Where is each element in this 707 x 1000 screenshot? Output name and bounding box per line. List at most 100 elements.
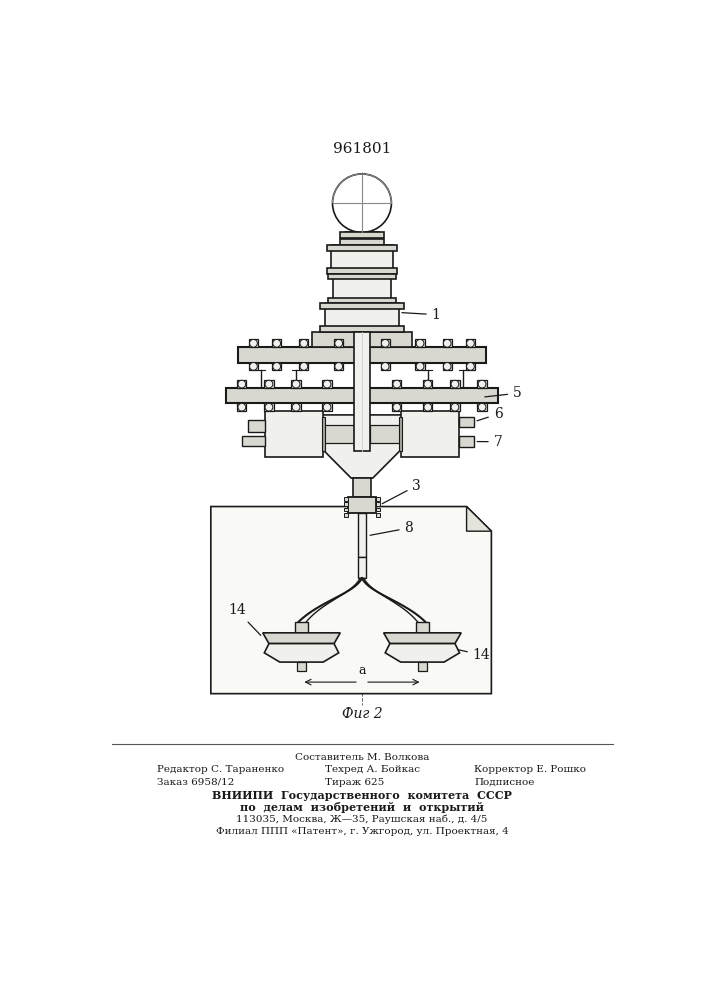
Text: Корректор Е. Рошко: Корректор Е. Рошко [474, 765, 586, 774]
Text: Техред А. Бойкас: Техред А. Бойкас [325, 765, 420, 774]
Circle shape [292, 380, 300, 388]
Bar [291, 403, 300, 411]
Circle shape [478, 403, 486, 411]
Polygon shape [211, 507, 491, 694]
Bar [380, 339, 390, 347]
Bar [248, 420, 265, 432]
Bar [392, 380, 402, 388]
Bar [358, 557, 366, 578]
Bar [443, 363, 452, 370]
Polygon shape [385, 644, 460, 662]
Bar [450, 403, 460, 411]
Bar [238, 347, 486, 363]
Bar [291, 380, 300, 388]
Bar [376, 513, 380, 517]
Bar [249, 339, 258, 347]
Bar [340, 232, 384, 238]
Circle shape [467, 339, 474, 347]
Circle shape [265, 403, 273, 411]
Text: 5: 5 [485, 386, 522, 400]
Bar [322, 403, 332, 411]
Bar [327, 245, 397, 251]
Circle shape [292, 403, 300, 411]
Bar [380, 363, 390, 370]
Circle shape [250, 363, 257, 370]
Bar [334, 339, 344, 347]
Bar [272, 363, 281, 370]
Bar [299, 363, 308, 370]
Bar [376, 502, 380, 506]
Bar [357, 380, 367, 388]
Circle shape [335, 339, 343, 347]
Bar [354, 332, 370, 451]
Bar [322, 380, 332, 388]
Bar [322, 417, 325, 451]
Circle shape [416, 363, 424, 370]
Bar [272, 339, 281, 347]
Circle shape [443, 363, 451, 370]
Bar [325, 303, 399, 332]
Bar [459, 417, 474, 427]
Bar [401, 411, 459, 457]
Circle shape [393, 380, 401, 388]
Bar [466, 339, 475, 347]
Circle shape [323, 403, 331, 411]
Polygon shape [467, 507, 491, 531]
Text: Заказ 6958/12: Заказ 6958/12 [156, 778, 234, 787]
Bar [353, 478, 371, 497]
Bar [296, 622, 308, 633]
Polygon shape [264, 644, 339, 662]
Polygon shape [384, 633, 461, 644]
Bar [418, 662, 427, 671]
Bar [242, 436, 265, 446]
Bar [334, 363, 344, 370]
Text: 961801: 961801 [333, 142, 391, 156]
Bar [332, 274, 392, 303]
Bar [249, 363, 258, 370]
Text: 8: 8 [370, 521, 414, 535]
Text: по  делам  изобретений  и  открытий: по делам изобретений и открытий [240, 802, 484, 813]
Circle shape [335, 363, 343, 370]
Circle shape [416, 339, 424, 347]
Circle shape [358, 380, 366, 388]
Polygon shape [288, 415, 436, 478]
Circle shape [451, 403, 459, 411]
Bar [265, 411, 323, 457]
Bar [376, 497, 380, 501]
Bar [327, 268, 397, 274]
Bar [328, 274, 396, 279]
Bar [237, 380, 247, 388]
Bar [340, 239, 384, 245]
Text: 6: 6 [477, 407, 503, 421]
Circle shape [393, 403, 401, 411]
Text: a: a [358, 664, 366, 677]
Bar [348, 497, 376, 513]
Text: Составитель М. Волкова: Составитель М. Волкова [295, 753, 429, 762]
Bar [370, 425, 401, 443]
Bar [320, 326, 404, 332]
Circle shape [323, 380, 331, 388]
Bar [459, 436, 474, 447]
Bar [344, 513, 348, 517]
Circle shape [332, 174, 392, 232]
Circle shape [381, 363, 389, 370]
Bar [344, 497, 348, 501]
Text: Тираж 625: Тираж 625 [325, 778, 384, 787]
Bar [357, 403, 367, 411]
Bar [264, 403, 274, 411]
Text: 1: 1 [402, 308, 440, 322]
Polygon shape [263, 633, 340, 644]
Bar [477, 380, 486, 388]
Bar [237, 403, 247, 411]
Bar [466, 363, 475, 370]
Text: 7: 7 [477, 435, 503, 449]
Circle shape [478, 380, 486, 388]
Circle shape [451, 380, 459, 388]
Bar [477, 403, 486, 411]
Bar [423, 403, 433, 411]
Circle shape [443, 339, 451, 347]
Bar [264, 380, 274, 388]
Text: Фиг 2: Фиг 2 [341, 707, 382, 721]
Bar [297, 662, 306, 671]
Circle shape [381, 339, 389, 347]
